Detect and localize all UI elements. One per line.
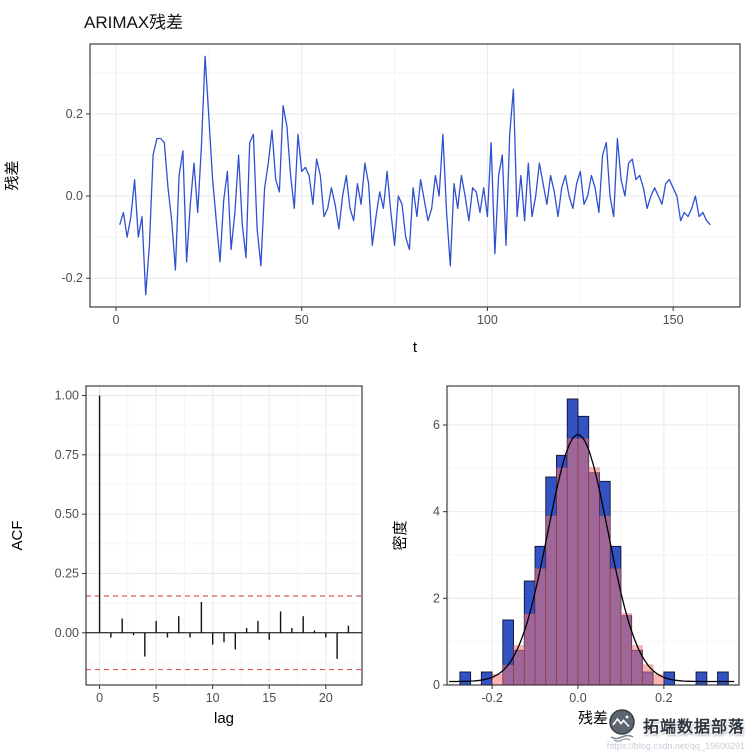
svg-text:ACF: ACF <box>9 521 26 551</box>
svg-text:-0.2: -0.2 <box>481 691 503 705</box>
svg-text:残差: 残差 <box>578 710 608 727</box>
svg-text:lag: lag <box>214 710 234 727</box>
svg-text:6: 6 <box>433 418 440 432</box>
svg-text:0.0: 0.0 <box>569 691 586 705</box>
svg-text:0.2: 0.2 <box>66 107 83 121</box>
svg-text:0.25: 0.25 <box>55 566 79 580</box>
svg-text:-0.2: -0.2 <box>61 271 83 285</box>
svg-text:残差: 残差 <box>4 160 21 190</box>
svg-text:10: 10 <box>206 691 220 705</box>
svg-text:t: t <box>413 339 418 356</box>
svg-text:0.0: 0.0 <box>66 189 83 203</box>
svg-text:50: 50 <box>295 313 309 327</box>
svg-text:0: 0 <box>433 678 440 692</box>
svg-text:0: 0 <box>96 691 103 705</box>
svg-text:1.00: 1.00 <box>55 388 79 402</box>
svg-text:0.50: 0.50 <box>55 507 79 521</box>
svg-text:0: 0 <box>113 313 120 327</box>
svg-text:0.75: 0.75 <box>55 448 79 462</box>
svg-text:0.2: 0.2 <box>655 691 672 705</box>
svg-text:20: 20 <box>319 691 333 705</box>
svg-text:5: 5 <box>153 691 160 705</box>
svg-text:15: 15 <box>262 691 276 705</box>
residual-histogram-chart: -0.2 0.0 0.2 0 2 4 6 残差 密度 <box>392 385 740 727</box>
watermark: 拓端数据部落 https://blog.csdn.net/qq_19600291 <box>606 708 745 751</box>
watermark-url: https://blog.csdn.net/qq_19600291 <box>606 741 745 751</box>
watermark-brand: 拓端数据部落 <box>642 719 745 736</box>
acf-chart: 0 5 10 15 20 0.00 0.25 0.50 0.75 1.00 lag ACF <box>9 385 363 727</box>
page-title: ARIMAX残差 <box>84 13 184 32</box>
svg-text:150: 150 <box>663 313 684 327</box>
svg-text:0.00: 0.00 <box>55 626 79 640</box>
brand-logo-icon <box>609 709 635 742</box>
svg-text:100: 100 <box>477 313 498 327</box>
svg-text:4: 4 <box>433 505 440 519</box>
residual-time-series-chart: 0 50 100 150 -0.2 0.0 0.2 t 残差 <box>4 43 741 356</box>
svg-text:2: 2 <box>433 591 440 605</box>
svg-text:密度: 密度 <box>392 520 409 550</box>
